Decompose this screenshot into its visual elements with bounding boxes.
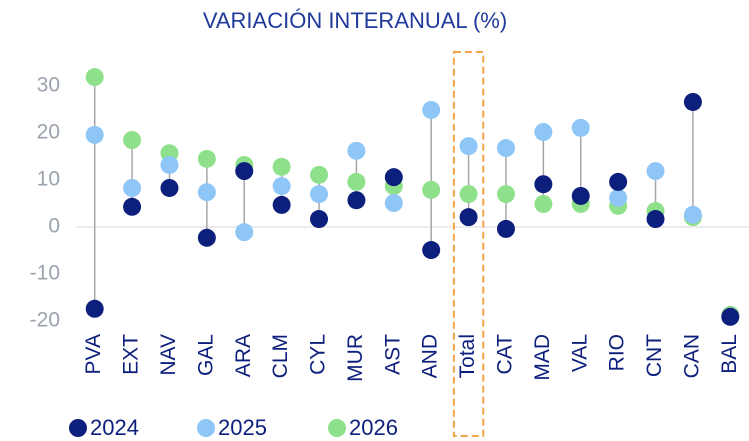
dot bbox=[534, 175, 553, 194]
x-tick-label: NAV bbox=[157, 334, 180, 376]
highlight-box bbox=[452, 51, 485, 437]
x-tick-label: GAL bbox=[194, 334, 217, 376]
x-tick-label: EXT bbox=[120, 334, 143, 375]
dot bbox=[496, 219, 515, 238]
y-tick-label: 20 bbox=[37, 121, 60, 144]
x-tick-label: BAL bbox=[718, 334, 741, 374]
dot bbox=[459, 208, 478, 227]
dot bbox=[85, 299, 104, 318]
x-tick-label: AST bbox=[381, 334, 404, 375]
dot bbox=[272, 157, 291, 176]
x-tick-label: ARA bbox=[232, 334, 255, 377]
dot bbox=[646, 210, 665, 229]
x-tick-label: CAT bbox=[494, 334, 517, 375]
x-tick-label: MUR bbox=[344, 334, 367, 382]
dot bbox=[272, 195, 291, 214]
dot bbox=[571, 118, 590, 137]
dot bbox=[310, 165, 329, 184]
legend-label: 2024 bbox=[90, 415, 139, 440]
x-tick-label: PVA bbox=[82, 334, 105, 374]
dot bbox=[85, 68, 104, 87]
y-tick-label: 10 bbox=[37, 168, 60, 191]
dot bbox=[123, 131, 142, 150]
dot bbox=[310, 185, 329, 204]
dot bbox=[85, 125, 104, 144]
dot bbox=[197, 149, 216, 168]
legend-label: 2026 bbox=[349, 415, 398, 440]
x-tick-label: CNT bbox=[643, 334, 666, 377]
dot bbox=[683, 92, 702, 111]
y-tick-label: 0 bbox=[48, 215, 60, 238]
dot bbox=[422, 180, 441, 199]
x-tick-label: CLM bbox=[269, 334, 292, 378]
dot bbox=[160, 155, 179, 174]
dot bbox=[459, 185, 478, 204]
legend-swatch bbox=[69, 419, 87, 437]
x-tick-label: VAL bbox=[568, 334, 591, 372]
y-tick-label: 30 bbox=[37, 74, 60, 97]
dot bbox=[534, 194, 553, 213]
x-tick-label: RIO bbox=[606, 334, 629, 371]
dot bbox=[721, 307, 740, 326]
dot bbox=[123, 178, 142, 197]
dot bbox=[384, 194, 403, 213]
dot bbox=[123, 197, 142, 216]
legend-label: 2025 bbox=[218, 415, 267, 440]
dot bbox=[459, 137, 478, 156]
dot bbox=[310, 210, 329, 229]
dot bbox=[496, 139, 515, 158]
x-tick-label: Total bbox=[456, 334, 479, 378]
dot bbox=[235, 162, 254, 181]
y-tick-label: -10 bbox=[30, 262, 60, 285]
x-tick-label: CYL bbox=[307, 334, 330, 375]
dot bbox=[197, 183, 216, 202]
dot bbox=[347, 191, 366, 210]
dot bbox=[384, 168, 403, 187]
dot bbox=[347, 141, 366, 160]
x-tick-label: CAN bbox=[680, 334, 703, 378]
legend-swatch bbox=[328, 419, 346, 437]
dot bbox=[422, 100, 441, 119]
legend-swatch bbox=[197, 419, 215, 437]
x-tick-label: AND bbox=[419, 334, 442, 378]
dot bbox=[272, 177, 291, 196]
dot bbox=[571, 186, 590, 205]
dot bbox=[534, 123, 553, 142]
dot bbox=[609, 172, 628, 191]
dot bbox=[683, 205, 702, 224]
dot bbox=[347, 172, 366, 191]
dot bbox=[160, 178, 179, 197]
dot bbox=[197, 228, 216, 247]
dot bbox=[496, 185, 515, 204]
dot bbox=[422, 241, 441, 260]
dot bbox=[646, 162, 665, 181]
chart-title: VARIACIÓN INTERANUAL (%) bbox=[203, 8, 507, 33]
y-tick-label: -20 bbox=[30, 309, 60, 332]
dot bbox=[235, 223, 254, 242]
x-tick-label: MAD bbox=[531, 334, 554, 381]
dot bbox=[609, 188, 628, 207]
